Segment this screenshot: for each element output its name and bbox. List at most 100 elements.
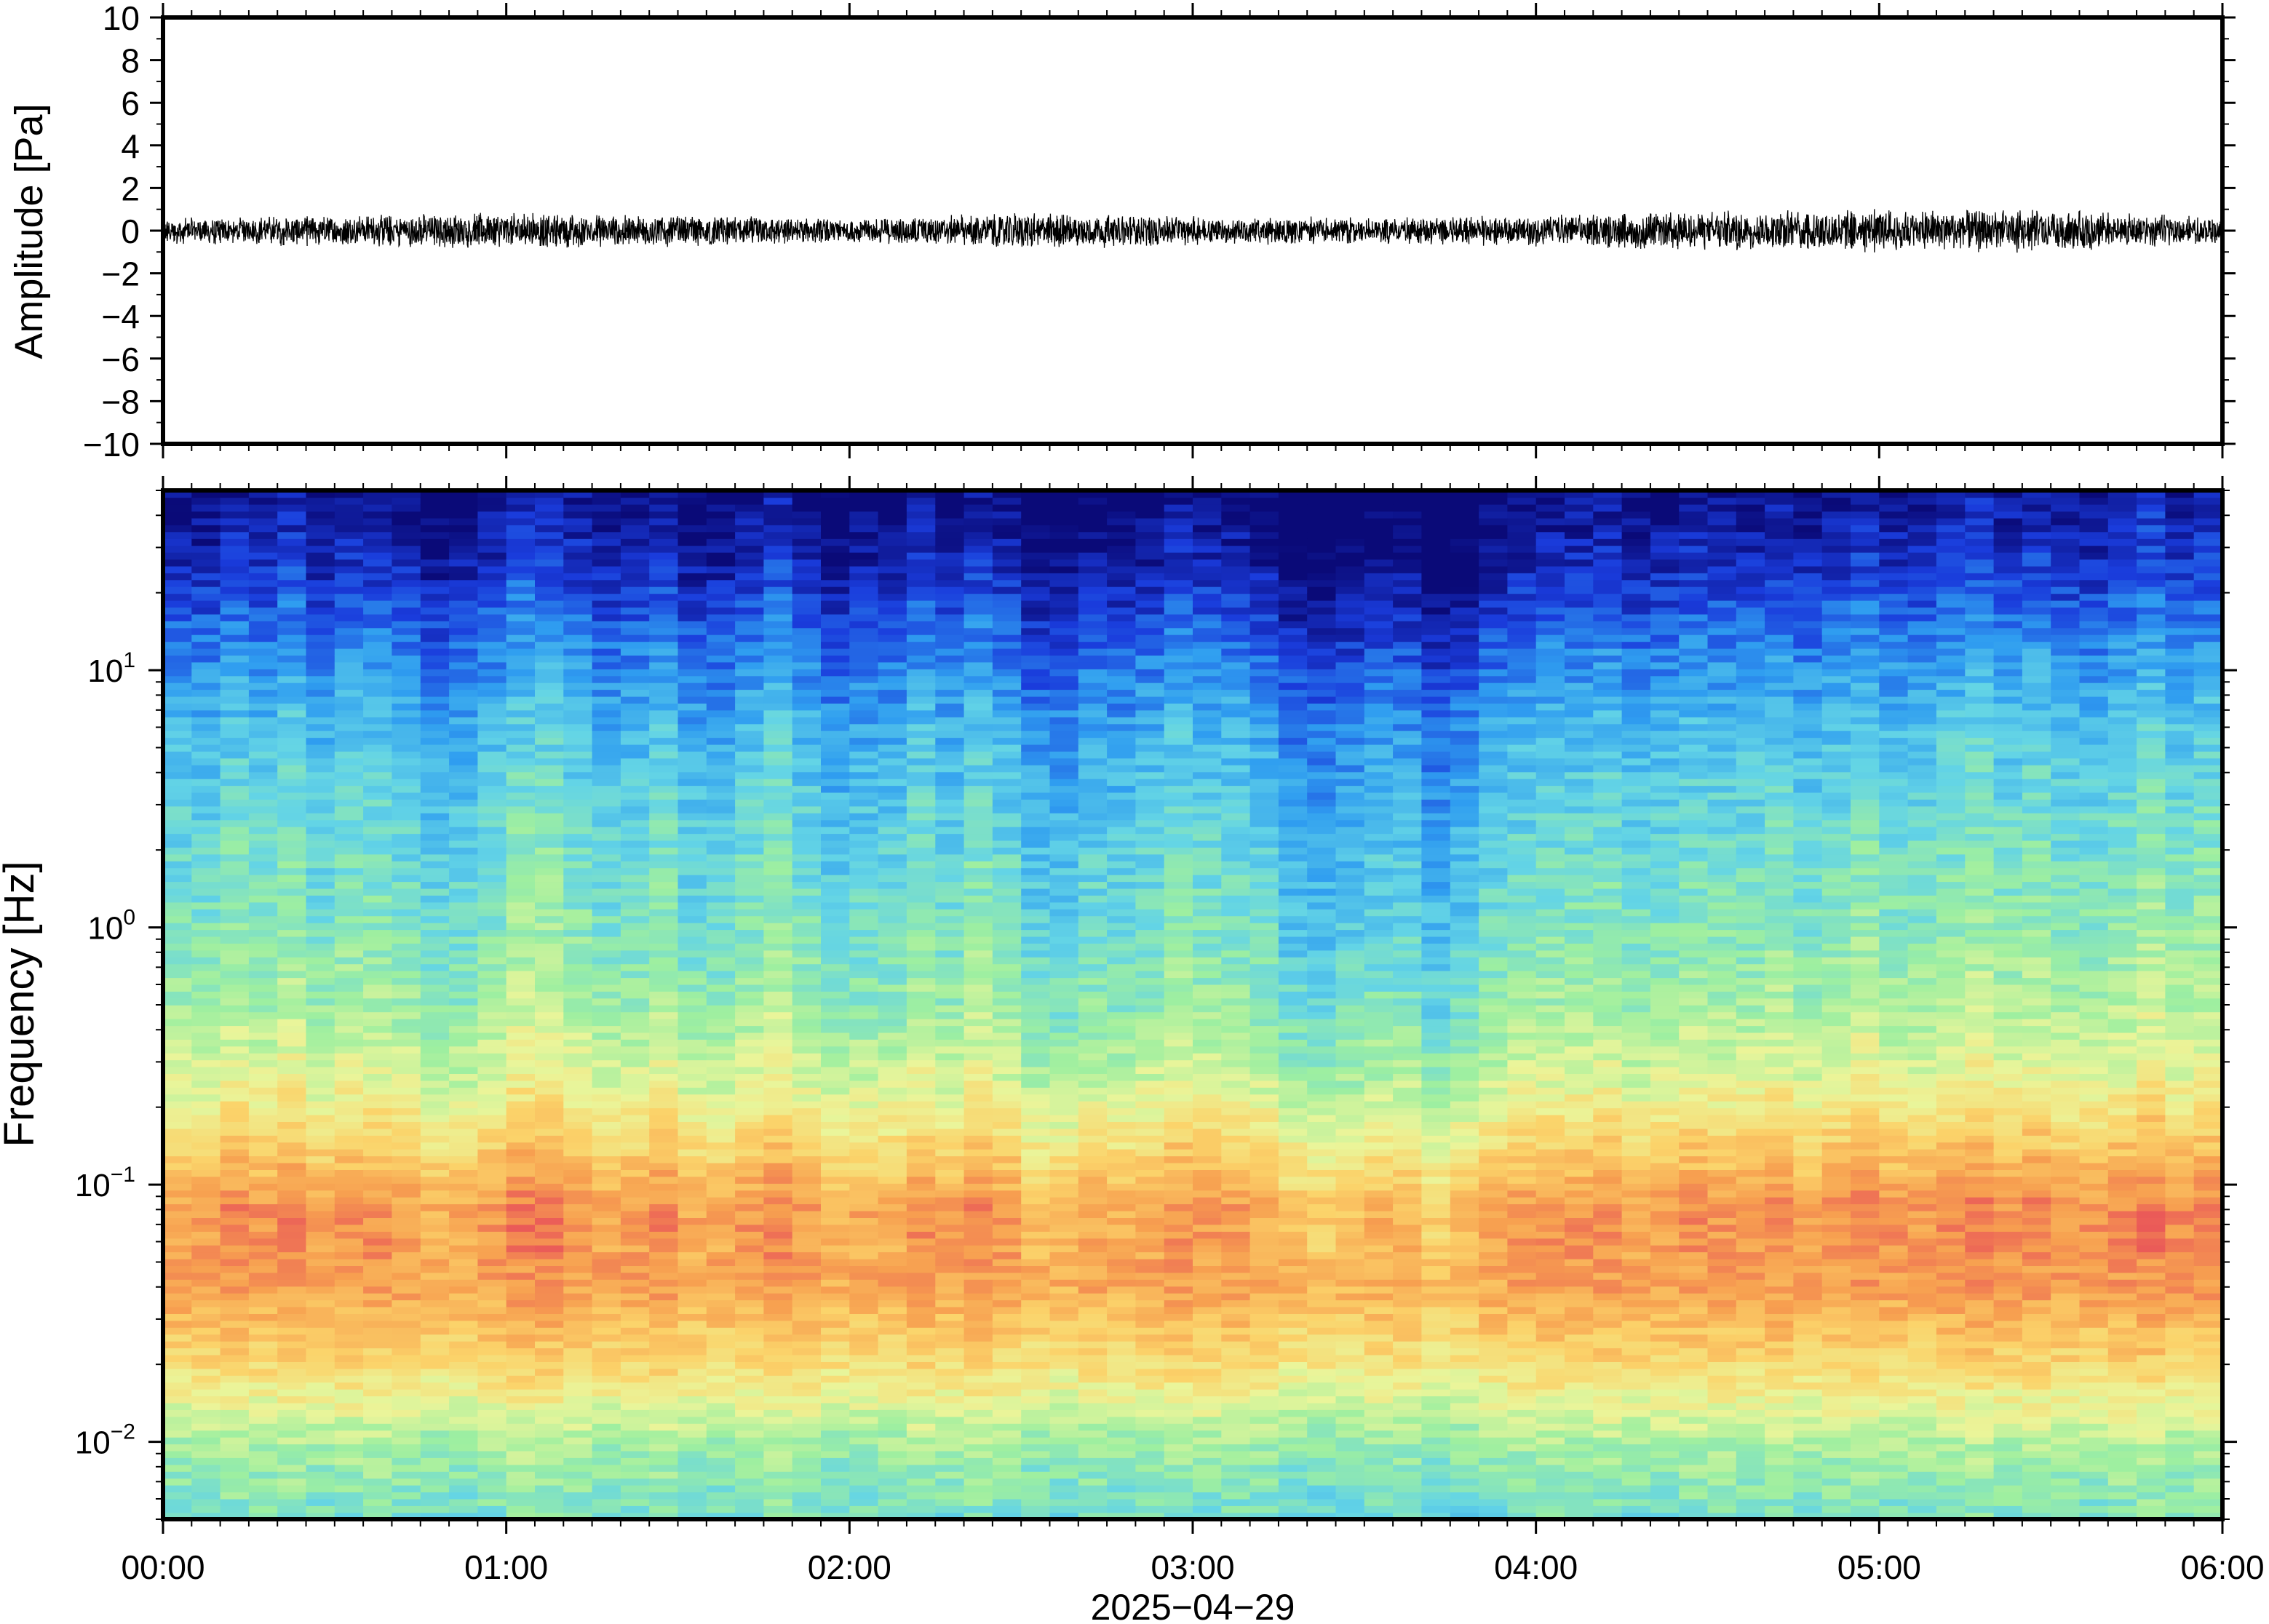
spectrogram-cell bbox=[1021, 1265, 1051, 1273]
spectrogram-cell bbox=[677, 1018, 707, 1027]
spectrogram-cell bbox=[963, 1484, 993, 1493]
spectrogram-cell bbox=[392, 1409, 421, 1417]
spectrogram-cell bbox=[220, 1101, 250, 1109]
spectrogram-cell bbox=[1021, 833, 1051, 841]
spectrogram-cell bbox=[649, 682, 679, 690]
spectrogram-cell bbox=[620, 1251, 650, 1259]
spectrogram-cell bbox=[821, 792, 851, 800]
spectrogram-cell bbox=[792, 696, 822, 704]
spectrogram-cell bbox=[677, 826, 707, 835]
spectrogram-cell bbox=[420, 970, 450, 979]
spectrogram-cell bbox=[849, 559, 879, 567]
spectrogram-cell bbox=[649, 1340, 679, 1349]
spectrogram-cell bbox=[963, 1388, 993, 1397]
spectrogram-cell bbox=[649, 613, 679, 621]
spectrogram-cell bbox=[191, 1128, 221, 1136]
spectrogram-cell bbox=[677, 1169, 707, 1177]
spectrogram-cell bbox=[706, 950, 736, 958]
spectrogram-cell bbox=[506, 531, 536, 539]
spectrogram-cell bbox=[277, 545, 307, 553]
spectrogram-cell bbox=[849, 1423, 879, 1431]
spectrogram-cell bbox=[506, 1169, 536, 1177]
spectrogram-cell bbox=[735, 1464, 765, 1472]
spectrogram-cell bbox=[392, 682, 421, 690]
spectrogram-cell bbox=[535, 565, 565, 573]
spectrogram-cell bbox=[1021, 717, 1051, 725]
spectrogram-cell bbox=[334, 874, 364, 883]
spectrogram-cell bbox=[821, 1279, 851, 1287]
spectrogram-cell bbox=[706, 1436, 736, 1445]
spectrogram-cell bbox=[220, 1382, 250, 1390]
spectrogram-cell bbox=[878, 723, 907, 731]
spectrogram-cell bbox=[163, 1155, 193, 1163]
spectrogram-cell bbox=[849, 1080, 879, 1088]
spectrogram-cell bbox=[792, 1388, 822, 1397]
spectrogram-cell bbox=[620, 1340, 650, 1349]
spectrogram-cell bbox=[277, 744, 307, 752]
spectrogram-cell bbox=[392, 950, 421, 958]
spectrogram-cell bbox=[763, 1128, 793, 1136]
spectrogram-cell bbox=[191, 1231, 221, 1239]
spectrogram-cell bbox=[191, 1430, 221, 1438]
spectrogram-cell bbox=[849, 744, 879, 752]
spectrogram-cell bbox=[563, 511, 593, 519]
spectrogram-cell bbox=[306, 1149, 335, 1157]
spectrogram-cell bbox=[363, 778, 393, 787]
spectrogram-cell bbox=[649, 813, 679, 821]
spectrogram-cell bbox=[763, 1107, 793, 1115]
spectrogram-cell bbox=[677, 703, 707, 711]
spectrogram-cell bbox=[220, 552, 250, 560]
spectrogram-cell bbox=[592, 1464, 621, 1472]
spectrogram-cell bbox=[763, 1203, 793, 1211]
spectrogram-cell bbox=[1021, 840, 1051, 848]
spectrogram-cell bbox=[620, 1107, 650, 1115]
spectrogram-cell bbox=[535, 1396, 565, 1404]
spectrogram-cell bbox=[506, 559, 536, 567]
spectrogram-cell bbox=[878, 998, 907, 1006]
spectrogram-cell bbox=[220, 1306, 250, 1314]
spectrogram-cell bbox=[792, 490, 822, 498]
spectrogram-cell bbox=[821, 1299, 851, 1307]
spectrogram-cell bbox=[535, 1224, 565, 1232]
spectrogram-cell bbox=[878, 1396, 907, 1404]
spectrogram-cell bbox=[449, 1484, 479, 1493]
spectrogram-cell bbox=[992, 1409, 1022, 1417]
spectrogram-cell bbox=[420, 655, 450, 663]
spectrogram-cell bbox=[620, 717, 650, 725]
spectrogram-cell bbox=[706, 730, 736, 739]
spectrogram-cell bbox=[849, 1107, 879, 1115]
spectrogram-cell bbox=[706, 1176, 736, 1184]
spectrogram-cell bbox=[992, 1107, 1022, 1115]
spectrogram-cell bbox=[649, 573, 679, 581]
spectrogram-cell bbox=[392, 1396, 421, 1404]
spectrogram-cell bbox=[935, 1094, 965, 1102]
spectrogram-cell bbox=[849, 730, 879, 739]
spectrogram-cell bbox=[420, 1053, 450, 1061]
spectrogram-cell bbox=[649, 1244, 679, 1253]
spectrogram-cell bbox=[191, 1039, 221, 1047]
spectrogram-cell bbox=[1049, 1066, 1079, 1074]
spectrogram-cell bbox=[248, 1306, 278, 1314]
spectrogram-cell bbox=[992, 675, 1022, 683]
spectrogram-cell bbox=[477, 675, 507, 683]
spectrogram-cell bbox=[935, 1286, 965, 1294]
spectrogram-cell bbox=[477, 1388, 507, 1397]
spectrogram-cell bbox=[849, 538, 879, 546]
spectrogram-cell bbox=[963, 1066, 993, 1074]
spectrogram-cell bbox=[735, 847, 765, 855]
spectrogram-cell bbox=[420, 1265, 450, 1273]
spectrogram-cell bbox=[506, 805, 536, 813]
spectrogram-cell bbox=[563, 922, 593, 931]
spectrogram-cell bbox=[248, 613, 278, 621]
spectrogram-cell bbox=[392, 525, 421, 533]
spectrogram-cell bbox=[506, 1046, 536, 1054]
spectrogram-cell bbox=[620, 963, 650, 971]
spectrogram-cell bbox=[620, 1080, 650, 1088]
spectrogram-cell bbox=[392, 1080, 421, 1088]
spectrogram-cell bbox=[334, 1101, 364, 1109]
spectrogram-cell bbox=[535, 1265, 565, 1273]
spectrogram-cell bbox=[592, 1396, 621, 1404]
spectrogram-cell bbox=[420, 1388, 450, 1397]
spectrogram-cell bbox=[306, 559, 335, 567]
spectrogram-cell bbox=[963, 840, 993, 848]
